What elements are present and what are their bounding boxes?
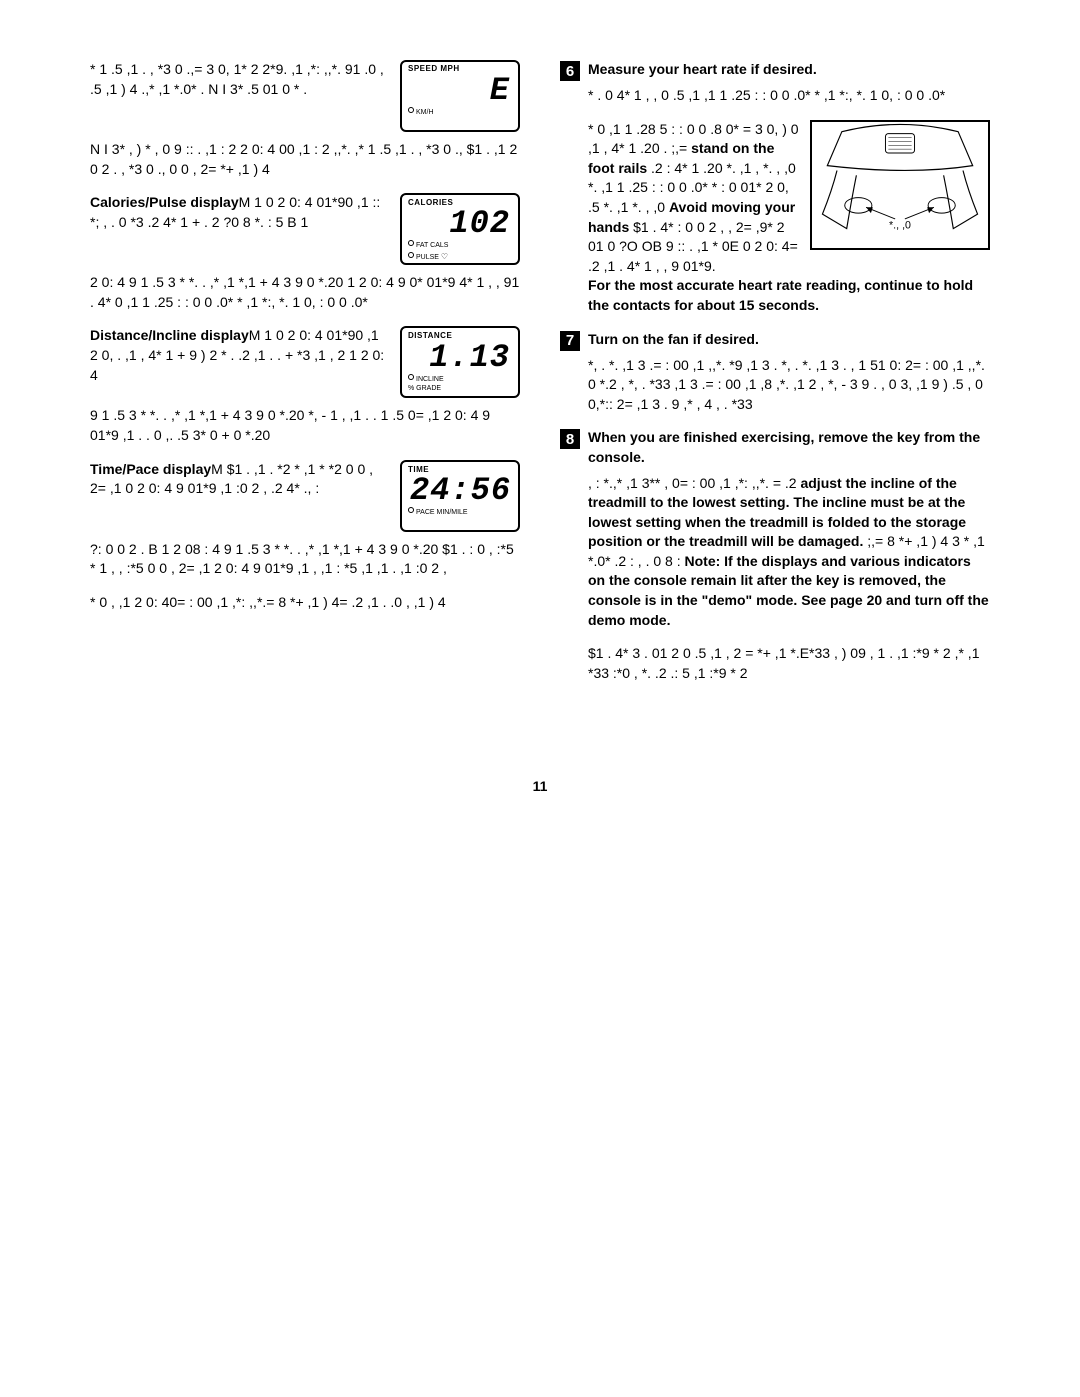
step-8-para-c: $1 . 4* 3 . 01 2 0 .5 ,1 , 2 = *+ ,1 *.E… [560,644,990,683]
distance-para: DISTANCE 1.13 INCLINE % GRADE Distance/I… [90,326,520,445]
page-number: 11 [90,777,990,797]
speed-para: SPEED MPH E KM/H * 1 .5 ,1 . , *3 0 .,= … [90,60,520,179]
step-8-para-a: , : *.,* ,1 3** , 0= : 00 ,1 ,*: ,,*. = … [560,474,990,631]
speed-text-b: N I 3* , ) * , 0 9 :: . ,1 : 2 2 0: 4 00… [90,141,517,177]
step-6-number: 6 [560,61,580,81]
step-7-number: 7 [560,331,580,351]
step-6-para-b: *., ,0 * 0 ,1 1 .28 5 : : 0 0 .8 0* = 3 … [560,120,990,316]
time-text-b: ?: 0 0 2 . B 1 2 08 : 4 9 1 .5 3 * *. . … [90,541,514,577]
cal-label-bot2: PULSE ♡ [408,251,512,263]
calories-para: CALORIES 102 FAT CALS PULSE ♡ Calories/P… [90,193,520,312]
calories-head: Calories/Pulse display [90,194,239,210]
dist-label-bot2: % GRADE [408,384,512,394]
time-digits: 24:56 [410,475,510,507]
cal-digits: 102 [410,208,510,240]
distance-head: Distance/Incline display [90,327,249,343]
speed-digits: E [410,75,510,107]
step-6-header: 6 Measure your heart rate if desired. [560,60,990,80]
console-svg: *., ,0 [812,122,988,248]
step-6-bold: For the most accurate heart rate reading… [588,277,973,313]
dist-text-b: 9 1 .5 3 * *. . ,* ,1 *,1 + 4 3 9 0 *.20… [90,407,490,443]
step-6-title: Measure your heart rate if desired. [588,60,990,80]
time-para-c: * 0 , ,1 2 0: 40= : 00 ,1 ,*: ,,*.= 8 *+… [90,593,520,613]
step-7-header: 7 Turn on the fan if desired. [560,330,990,350]
svg-text:*., ,0: *., ,0 [889,219,911,231]
step-8-title: When you are finished exercising, remove… [588,428,990,467]
step-7-para: *, . *. ,1 3 .= : 00 ,1 ,,*. *9 ,1 3 . *… [560,356,990,415]
time-head: Time/Pace display [90,461,211,477]
cal-text-b: 2 0: 4 9 1 .5 3 * *. . ,* ,1 *,1 + 4 3 9… [90,274,519,310]
distance-display-box: DISTANCE 1.13 INCLINE % GRADE [400,326,520,398]
step-8-number: 8 [560,429,580,449]
right-column: 6 Measure your heart rate if desired. * … [560,60,990,697]
dist-digits: 1.13 [410,342,510,374]
time-para: TIME 24:56 PACE MIN/MILE Time/Pace displ… [90,460,520,579]
speed-display-box: SPEED MPH E KM/H [400,60,520,132]
step-8-header: 8 When you are finished exercising, remo… [560,428,990,467]
calories-display-box: CALORIES 102 FAT CALS PULSE ♡ [400,193,520,265]
time-display-box: TIME 24:56 PACE MIN/MILE [400,460,520,532]
left-column: SPEED MPH E KM/H * 1 .5 ,1 . , *3 0 .,= … [90,60,520,697]
step-6-para-a: * . 0 4* 1 , , 0 .5 ,1 ,1 1 .25 : : 0 0 … [560,86,990,106]
svg-text:SPEED MPH: SPEED MPH [408,64,460,72]
time-text-c: * 0 , ,1 2 0: 40= : 00 ,1 ,*: ,,*.= 8 *+… [90,594,446,610]
console-figure: *., ,0 [810,120,990,250]
step-7-title: Turn on the fan if desired. [588,330,990,350]
